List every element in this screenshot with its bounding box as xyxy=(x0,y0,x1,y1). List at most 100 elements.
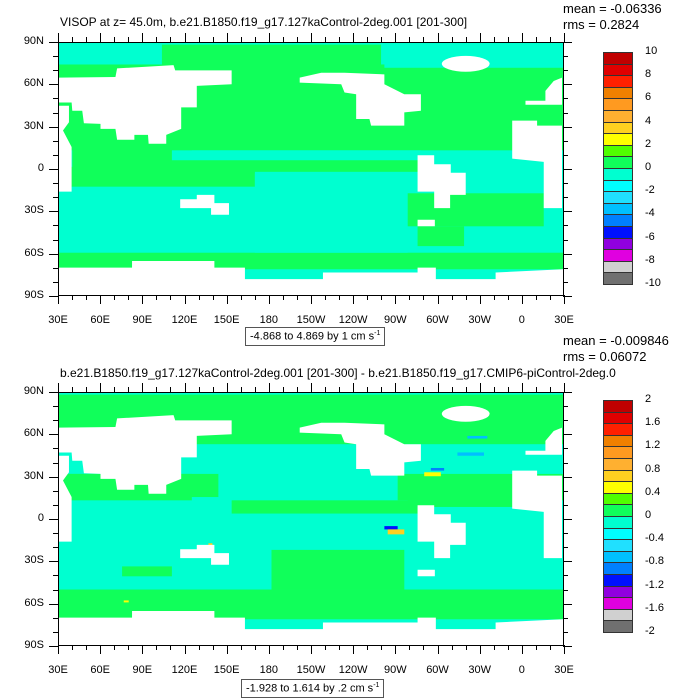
lat-tick xyxy=(49,211,58,213)
colorbar-label: -2 xyxy=(645,625,655,637)
lon-tick-label: 150E xyxy=(213,314,240,326)
lat-tick xyxy=(53,70,58,72)
lat-tick-label: 90N xyxy=(23,35,44,47)
lon-tick-label: 120E xyxy=(171,314,198,326)
lon-tick xyxy=(254,295,256,300)
lon-tick xyxy=(353,33,355,42)
colorbar-label: 10 xyxy=(645,45,658,57)
lon-tick xyxy=(184,645,186,654)
field-region-minus2-to-0 xyxy=(59,569,259,590)
lon-tick xyxy=(226,33,228,42)
lat-tick xyxy=(49,253,58,255)
lon-tick xyxy=(114,387,116,392)
contour-map xyxy=(59,393,563,645)
lon-tick-label: 90E xyxy=(132,314,153,326)
lon-tick xyxy=(521,383,523,392)
lon-tick xyxy=(465,645,467,650)
colorbar-label: 8 xyxy=(645,68,652,81)
lon-tick xyxy=(311,383,312,392)
lon-tick xyxy=(296,645,298,650)
field-region-minus2-to-0 xyxy=(354,526,415,547)
lat-tick xyxy=(53,406,58,408)
land-mask xyxy=(59,260,563,295)
lon-tick xyxy=(86,387,88,392)
lon-tick xyxy=(226,383,228,392)
lat-tick xyxy=(49,476,58,478)
land-mask xyxy=(180,194,229,215)
lon-tick-label: 120E xyxy=(171,664,198,676)
lon-tick xyxy=(184,295,186,304)
lon-tick xyxy=(268,383,270,392)
lon-tick xyxy=(156,387,158,392)
field-region-0-to-2 xyxy=(417,226,465,247)
anomaly-spot xyxy=(123,600,129,603)
lon-tick xyxy=(198,295,200,300)
mean-label: mean = -0.009846 xyxy=(563,333,669,348)
lat-tick xyxy=(563,84,572,86)
colorbar-label: 0 xyxy=(645,509,652,521)
lon-tick xyxy=(58,645,59,654)
lon-tick xyxy=(325,387,327,392)
land-mask xyxy=(180,544,229,565)
lon-tick xyxy=(86,645,88,650)
lat-tick-label: 0 xyxy=(37,512,44,524)
lon-tick xyxy=(100,383,102,392)
lat-tick xyxy=(563,169,572,170)
lon-tick xyxy=(296,37,298,42)
lat-tick-label: 0 xyxy=(37,162,44,174)
land-mask xyxy=(525,77,563,105)
lat-tick xyxy=(563,253,572,255)
field-region-minus2-to-0 xyxy=(191,150,421,161)
lat-tick xyxy=(563,42,572,43)
field-region-0-to-2 xyxy=(161,44,382,68)
lon-tick xyxy=(170,645,172,650)
contour-info: -4.868 to 4.869 by 1 cm s xyxy=(250,330,375,343)
lon-tick xyxy=(170,387,172,392)
lon-tick-label: 60W xyxy=(426,314,449,326)
lat-tick xyxy=(53,239,58,241)
lat-tick xyxy=(563,617,568,619)
lon-tick xyxy=(395,645,397,654)
lon-tick xyxy=(254,387,256,392)
lon-tick xyxy=(114,295,116,300)
lon-tick xyxy=(564,295,565,304)
lon-tick-label: 0 xyxy=(518,314,525,326)
colorbar-box xyxy=(603,272,633,285)
lon-tick xyxy=(72,295,74,300)
colorbar-label: -1.6 xyxy=(645,601,664,614)
lon-tick xyxy=(58,295,59,304)
lon-tick xyxy=(128,37,130,42)
colorbar-box xyxy=(603,620,633,633)
land-mask xyxy=(441,55,490,72)
anomaly-spot xyxy=(208,543,213,546)
field-region-minus2-to-0 xyxy=(454,563,561,593)
lon-tick xyxy=(86,295,88,300)
field-region-minus2-to-0 xyxy=(59,44,162,65)
lon-tick xyxy=(367,37,369,42)
plot-title: b.e21.B1850.f19_g17.127kaControl-2deg.00… xyxy=(60,366,616,380)
lat-tick-label: 90S xyxy=(24,639,44,651)
rms-label: rms = 0.06072 xyxy=(563,349,647,364)
field-region-0-to-2 xyxy=(231,500,418,514)
lat-tick xyxy=(49,169,58,170)
lat-tick-label: 30N xyxy=(23,119,44,132)
plot-title: VISOP at z= 45.0m, b.e21.B1850.f19_g17.1… xyxy=(60,15,468,29)
lon-tick xyxy=(58,383,59,392)
lon-tick xyxy=(507,387,509,392)
lon-tick-label: 150W xyxy=(296,664,326,676)
lon-tick xyxy=(395,383,397,392)
lon-tick xyxy=(226,645,228,654)
lon-tick xyxy=(437,645,439,654)
lon-tick xyxy=(198,645,200,650)
land-mask xyxy=(59,610,563,645)
lon-tick xyxy=(339,295,341,300)
lat-tick xyxy=(53,631,58,633)
unit-exponent: -1 xyxy=(374,330,381,337)
lon-tick xyxy=(268,33,270,42)
lon-tick xyxy=(451,645,453,650)
land-mask xyxy=(512,120,563,209)
lon-tick xyxy=(521,295,523,304)
lon-tick xyxy=(72,387,74,392)
lon-tick xyxy=(564,33,565,42)
lon-tick xyxy=(381,37,383,42)
